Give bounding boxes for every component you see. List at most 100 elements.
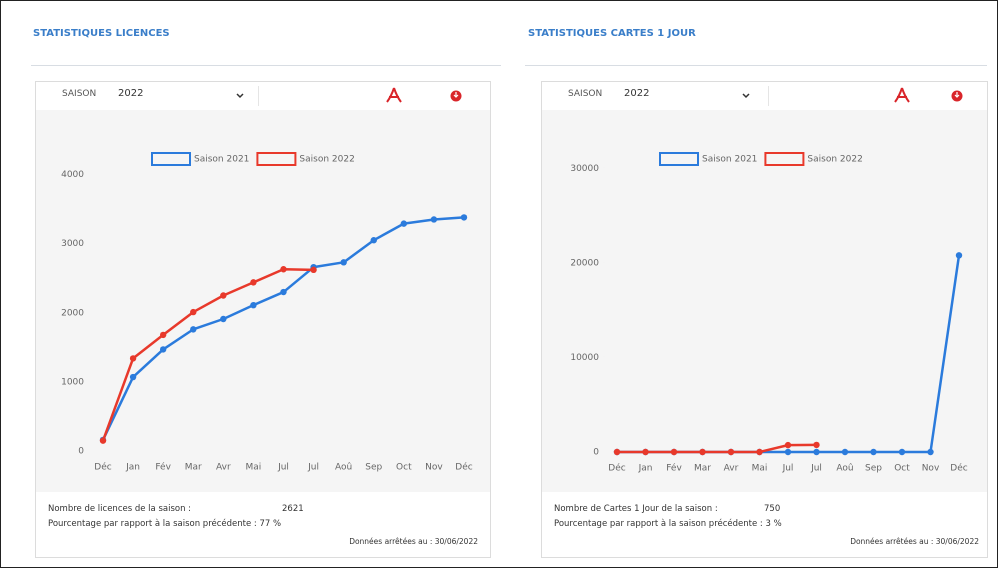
x-tick-label: Nov (425, 463, 443, 473)
point (129, 373, 137, 381)
legend-label: Saison 2021 (702, 155, 757, 165)
legend-label: Saison 2022 (299, 155, 354, 165)
point (784, 441, 792, 449)
y-tick-label: 0 (593, 448, 599, 458)
x-tick-label: Jan (638, 464, 653, 474)
series-line (101, 216, 465, 441)
point (813, 448, 820, 456)
y-tick-label: 10000 (570, 353, 599, 363)
point (784, 448, 792, 456)
point (99, 437, 107, 444)
percent-text: Pourcentage par rapport à la saison préc… (48, 519, 282, 529)
point (870, 448, 877, 456)
point (460, 214, 468, 221)
separator (768, 86, 769, 106)
dropdown-arrow[interactable] (231, 82, 251, 110)
point (190, 326, 197, 333)
legend-swatch (659, 152, 699, 166)
point (280, 288, 287, 296)
y-tick-label: 1000 (61, 377, 84, 387)
x-tick-label: Déc (608, 463, 625, 474)
export-icon[interactable] (947, 82, 967, 110)
point (841, 448, 849, 456)
point (756, 448, 763, 456)
x-tick-label: Fév (155, 462, 171, 473)
count-label: Nombre de Cartes 1 Jour de la saison : (554, 504, 718, 514)
y-tick-label: 3000 (61, 239, 84, 249)
point (340, 259, 347, 266)
point (642, 448, 649, 456)
point (370, 237, 377, 244)
point (190, 308, 197, 316)
series-line (101, 267, 314, 442)
point (220, 292, 227, 299)
y-tick-label: 4000 (61, 170, 84, 180)
y-tick-label: 30000 (570, 164, 599, 174)
pdf-icon[interactable] (892, 82, 912, 110)
x-tick-label: Nov (922, 464, 940, 474)
x-tick-label: Avr (724, 464, 739, 474)
x-tick-label: Oct (396, 463, 412, 473)
point (699, 448, 706, 456)
point (727, 448, 735, 456)
x-tick-label: Avr (216, 463, 231, 473)
point (955, 252, 963, 259)
x-tick-label: Jan (125, 463, 140, 473)
x-tick-label: Sep (865, 464, 882, 474)
chart: 0 10000 20000 30000 Déc Jan Fév Mar Avr Mai Jul Jul… (542, 110, 987, 492)
date-text: Données arrêtées au : 30/06/2022 (349, 537, 478, 546)
point (898, 448, 906, 456)
x-tick-label: Mai (246, 463, 262, 473)
point (613, 448, 621, 456)
divider (31, 65, 501, 66)
x-tick-label: Oct (894, 464, 910, 474)
legend-label: Saison 2021 (194, 155, 249, 165)
legend-swatch (256, 152, 297, 166)
point (280, 266, 287, 273)
season-label: SAISON (62, 89, 97, 99)
divider (525, 65, 987, 66)
y-tick-label: 2000 (61, 308, 84, 318)
x-tick-label: Mar (694, 464, 711, 474)
x-tick-label: Fév (666, 463, 682, 474)
point (159, 331, 167, 339)
dropdown-arrow[interactable] (737, 82, 757, 110)
x-tick-label: Jul (782, 464, 794, 474)
x-tick-label: Aoû (335, 463, 352, 473)
x-tick-label: Déc (94, 462, 111, 473)
series-line (617, 255, 961, 454)
x-tick-label: Mai (752, 464, 768, 474)
season-select[interactable]: 2022 (118, 88, 144, 99)
panel-title: STATISTIQUES LICENCES (33, 28, 170, 39)
percent-text: Pourcentage par rapport à la saison préc… (554, 519, 782, 529)
x-tick-label: Déc (950, 463, 967, 474)
pdf-icon[interactable] (384, 82, 404, 110)
legend-swatch (151, 152, 191, 166)
y-tick-label: 0 (78, 447, 84, 457)
point (670, 448, 678, 456)
point (129, 355, 137, 362)
toolbar: SAISON 2022 (542, 82, 987, 111)
season-label: SAISON (568, 89, 603, 99)
x-tick-label: Jul (810, 464, 822, 474)
season-select[interactable]: 2022 (624, 88, 650, 99)
separator (258, 86, 259, 106)
x-tick-label: Jul (277, 463, 289, 473)
x-tick-label: Jul (307, 463, 319, 473)
export-icon[interactable] (446, 82, 466, 110)
point (220, 315, 227, 323)
chart: 0 1000 2000 3000 4000 Déc Jan Fév Mar Avr Mai Jul Ju… (36, 110, 490, 492)
point (813, 441, 820, 449)
point (159, 346, 167, 353)
count-value: 750 (764, 504, 781, 514)
point (430, 216, 438, 223)
x-tick-label: Déc (455, 462, 472, 473)
toolbar: SAISON 2022 (36, 82, 490, 111)
legend-swatch (764, 152, 805, 166)
count-value: 2621 (282, 504, 304, 514)
point (310, 266, 317, 274)
x-tick-label: Sep (365, 463, 382, 473)
legend-label: Saison 2022 (807, 155, 862, 165)
point (400, 220, 408, 227)
